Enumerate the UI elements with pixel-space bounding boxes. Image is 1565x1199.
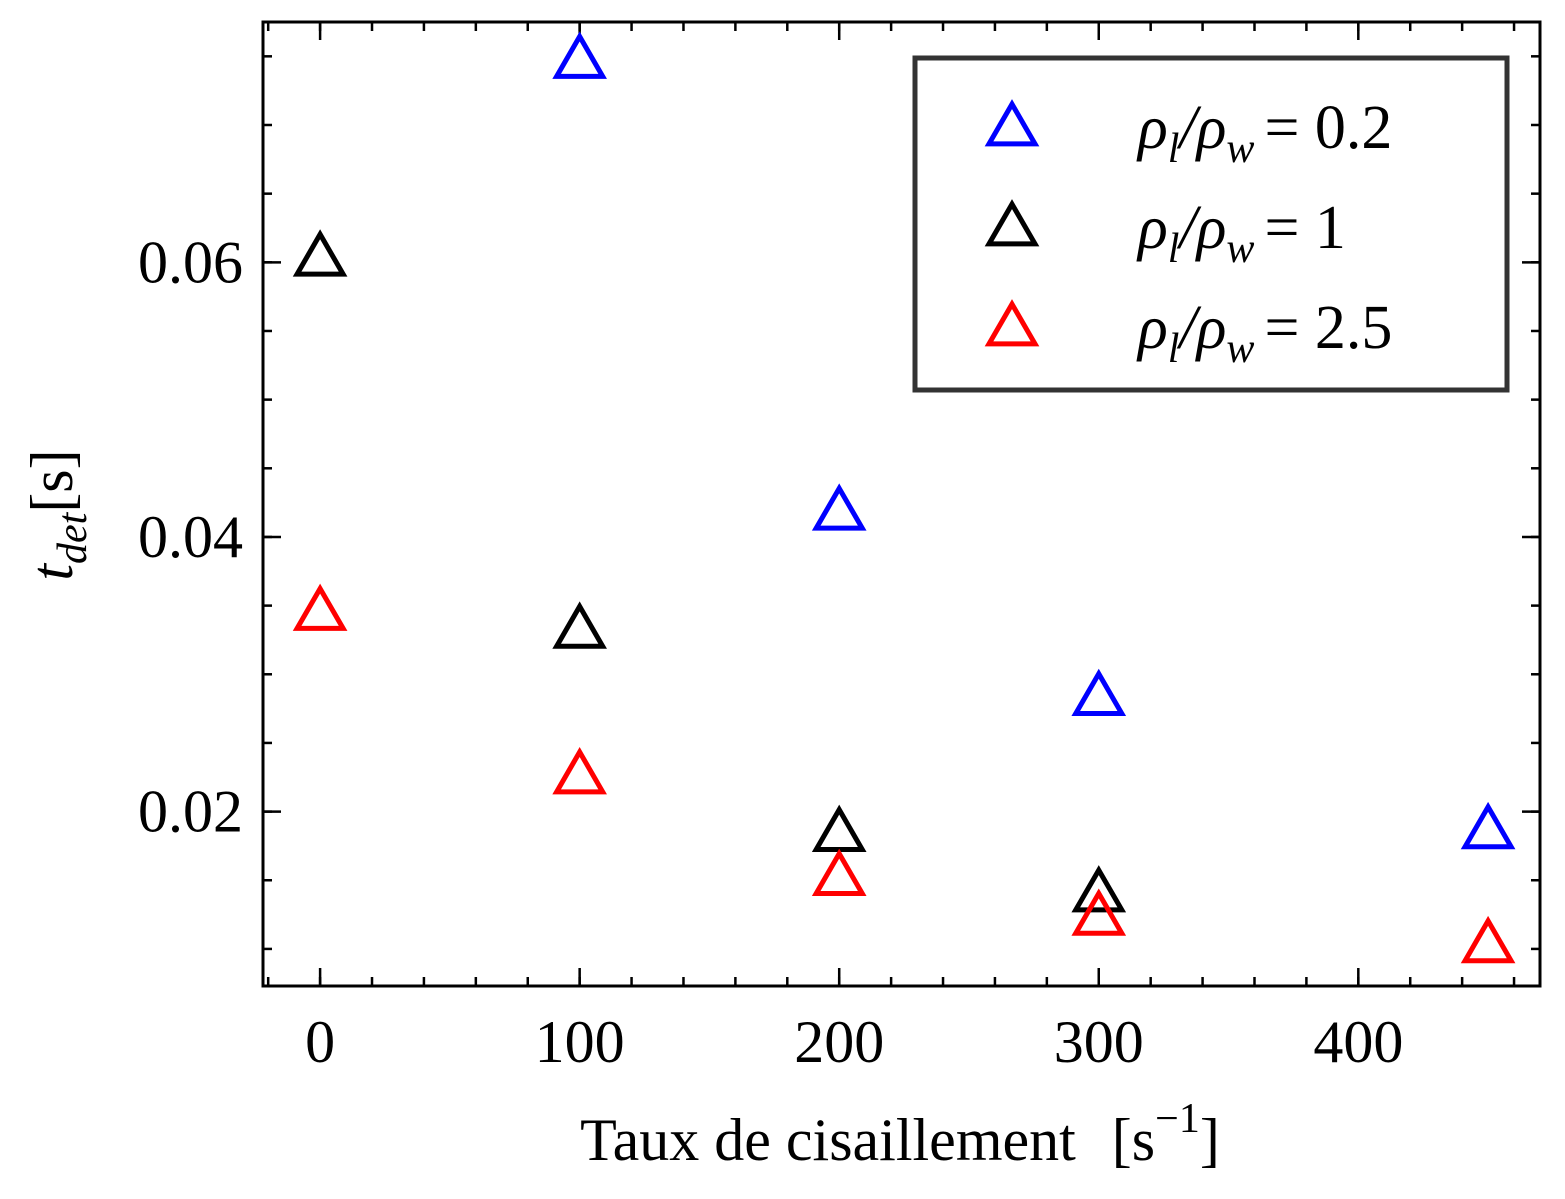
legend-entry-2: ρl/ρw = 2.5	[984, 294, 1392, 372]
x-axis-label: Taux de cisaillement [s−1]	[580, 1096, 1220, 1173]
major-ticks	[263, 22, 1540, 986]
legend-entry-0: ρl/ρw = 0.2	[984, 94, 1392, 172]
legend-label-2: ρl/ρw = 2.5	[1136, 294, 1392, 372]
data-points	[292, 31, 1516, 964]
y-tick-label: 0.06	[138, 229, 243, 295]
legend-label-1: ρl/ρw = 1	[1136, 194, 1346, 272]
x-tick-label: 400	[1313, 1009, 1403, 1075]
data-point	[552, 746, 607, 795]
tick-labels: 0 100 200 300 400 0.02 0.04 0.06	[138, 229, 1403, 1075]
data-point	[292, 229, 348, 277]
data-point	[811, 483, 867, 531]
x-axis-unit: [s	[1112, 1107, 1155, 1173]
x-axis-label-text: Taux de cisaillement	[580, 1107, 1076, 1173]
x-tick-label: 200	[794, 1009, 884, 1075]
y-tick-label: 0.02	[138, 779, 243, 845]
y-tick-label: 0.04	[138, 504, 243, 570]
legend-entry-1: ρl/ρw = 1	[984, 194, 1346, 272]
y-axis-subscript: det	[50, 511, 96, 564]
data-point	[292, 583, 348, 631]
x-tick-label: 300	[1054, 1009, 1144, 1075]
legend: ρl/ρw = 0.2 ρl/ρw = 1 ρl/ρw = 2.5	[912, 55, 1510, 393]
y-axis-variable: t	[19, 563, 85, 581]
data-point	[1460, 915, 1516, 964]
y-axis-label: tdet[s]	[19, 449, 96, 580]
x-tick-label: 0	[305, 1009, 335, 1075]
data-point	[552, 31, 607, 79]
legend-marker-2	[984, 299, 1040, 347]
data-point	[552, 601, 607, 649]
x-axis-unit-close: ]	[1200, 1107, 1220, 1173]
legend-marker-0	[984, 99, 1040, 147]
x-tick-label: 100	[535, 1009, 625, 1075]
legend-marker-1	[984, 199, 1040, 247]
legend-frame	[912, 55, 1510, 393]
x-axis-unit-exponent: −1	[1155, 1096, 1200, 1142]
data-point	[1071, 668, 1127, 717]
data-point	[811, 848, 867, 896]
plot-frame	[261, 20, 1542, 988]
data-point	[1460, 801, 1516, 850]
data-point	[1071, 865, 1127, 913]
legend-label-0: ρl/ρw = 0.2	[1136, 94, 1392, 172]
y-axis-unit: [s]	[19, 449, 85, 512]
data-point	[1071, 888, 1127, 936]
